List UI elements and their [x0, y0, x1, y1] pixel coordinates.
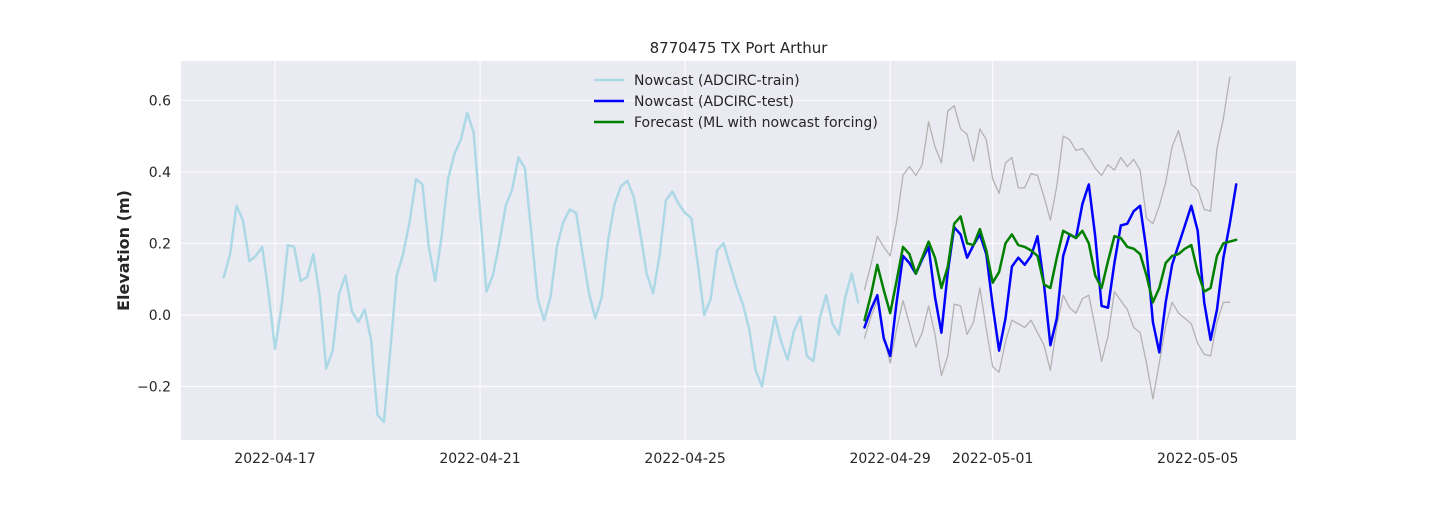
- x-tick-label: 2022-05-05: [1157, 451, 1238, 467]
- x-tick-label: 2022-04-17: [234, 451, 315, 467]
- y-tick-label: −0.2: [137, 379, 171, 395]
- legend-label: Forecast (ML with nowcast forcing): [634, 115, 878, 131]
- y-tick-label: 0.4: [149, 165, 171, 181]
- legend-label: Nowcast (ADCIRC-test): [634, 94, 794, 110]
- series-lower-bound-line: [863, 287, 1231, 400]
- series-test-line: [863, 183, 1238, 358]
- legend: Nowcast (ADCIRC-train) Nowcast (ADCIRC-te…: [594, 73, 878, 131]
- chart-title: 8770475 TX Port Arthur: [650, 39, 829, 57]
- y-axis-title: Elevation (m): [114, 190, 133, 311]
- x-tick-label: 2022-05-01: [952, 451, 1033, 467]
- y-tick-label: 0.0: [149, 308, 171, 324]
- x-tick-label: 2022-04-21: [439, 451, 520, 467]
- tick-labels: 2022-04-17 2022-04-21 2022-04-25 2022-04-29…: [137, 93, 1238, 467]
- x-tick-label: 2022-04-29: [849, 451, 930, 467]
- y-tick-label: 0.2: [149, 236, 171, 252]
- y-tick-label: 0.6: [149, 93, 171, 109]
- series-upper-bound-line: [863, 76, 1231, 291]
- series-forecast-line: [863, 215, 1238, 322]
- series-group: [222, 76, 1238, 424]
- x-tick-label: 2022-04-25: [644, 451, 725, 467]
- series-train-line: [222, 111, 860, 424]
- legend-label: Nowcast (ADCIRC-train): [634, 73, 800, 89]
